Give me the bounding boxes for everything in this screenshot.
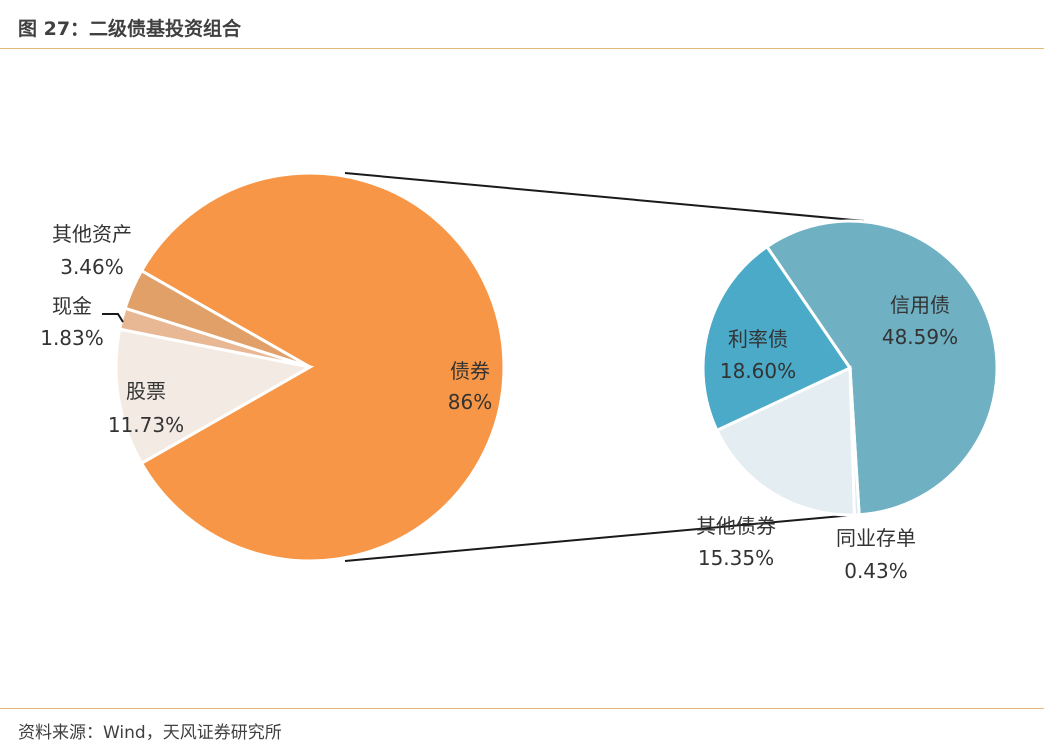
- label-ncd-name: 同业存单: [836, 526, 916, 550]
- label-other-assets-name: 其他资产: [52, 222, 132, 246]
- chart-title: 图 27：二级债基投资组合: [18, 18, 242, 40]
- label-other-bonds-value: 15.35%: [698, 546, 774, 570]
- cash-leader-line: [102, 313, 124, 323]
- label-other-assets-value: 3.46%: [60, 255, 124, 279]
- label-rate-bonds-name: 利率债: [728, 327, 788, 351]
- label-other-bonds-name: 其他债券: [696, 514, 776, 538]
- label-ncd-value: 0.43%: [844, 559, 908, 583]
- label-bonds-name: 债券: [450, 359, 490, 383]
- label-credit-bonds-name: 信用债: [890, 293, 950, 317]
- main-pie-slice-1: [114, 327, 315, 466]
- connector-line-top: [344, 172, 865, 222]
- label-cash-value: 1.83%: [40, 326, 104, 350]
- main-pie-slice-3: [123, 268, 311, 369]
- bottom-divider: [0, 708, 1044, 709]
- label-bonds-value: 86%: [448, 390, 492, 414]
- top-divider: [0, 48, 1044, 49]
- breakdown-pie-slice-2: [714, 365, 856, 517]
- label-credit-bonds-value: 48.59%: [882, 325, 958, 349]
- main-pie: [114, 171, 506, 563]
- connector-line-bottom: [344, 513, 865, 562]
- label-rate-bonds-value: 18.60%: [720, 359, 796, 383]
- breakdown-pie-slice-0: [764, 219, 999, 517]
- label-cash-name: 现金: [52, 294, 92, 318]
- label-stocks-name: 股票: [126, 379, 166, 403]
- main-pie-slice-0: [139, 171, 506, 563]
- source-note: 资料来源：Wind，天风证券研究所: [18, 723, 282, 743]
- breakdown-pie-slice-3: [701, 244, 853, 433]
- label-stocks-value: 11.73%: [108, 413, 184, 437]
- breakdown-pie: [701, 219, 999, 517]
